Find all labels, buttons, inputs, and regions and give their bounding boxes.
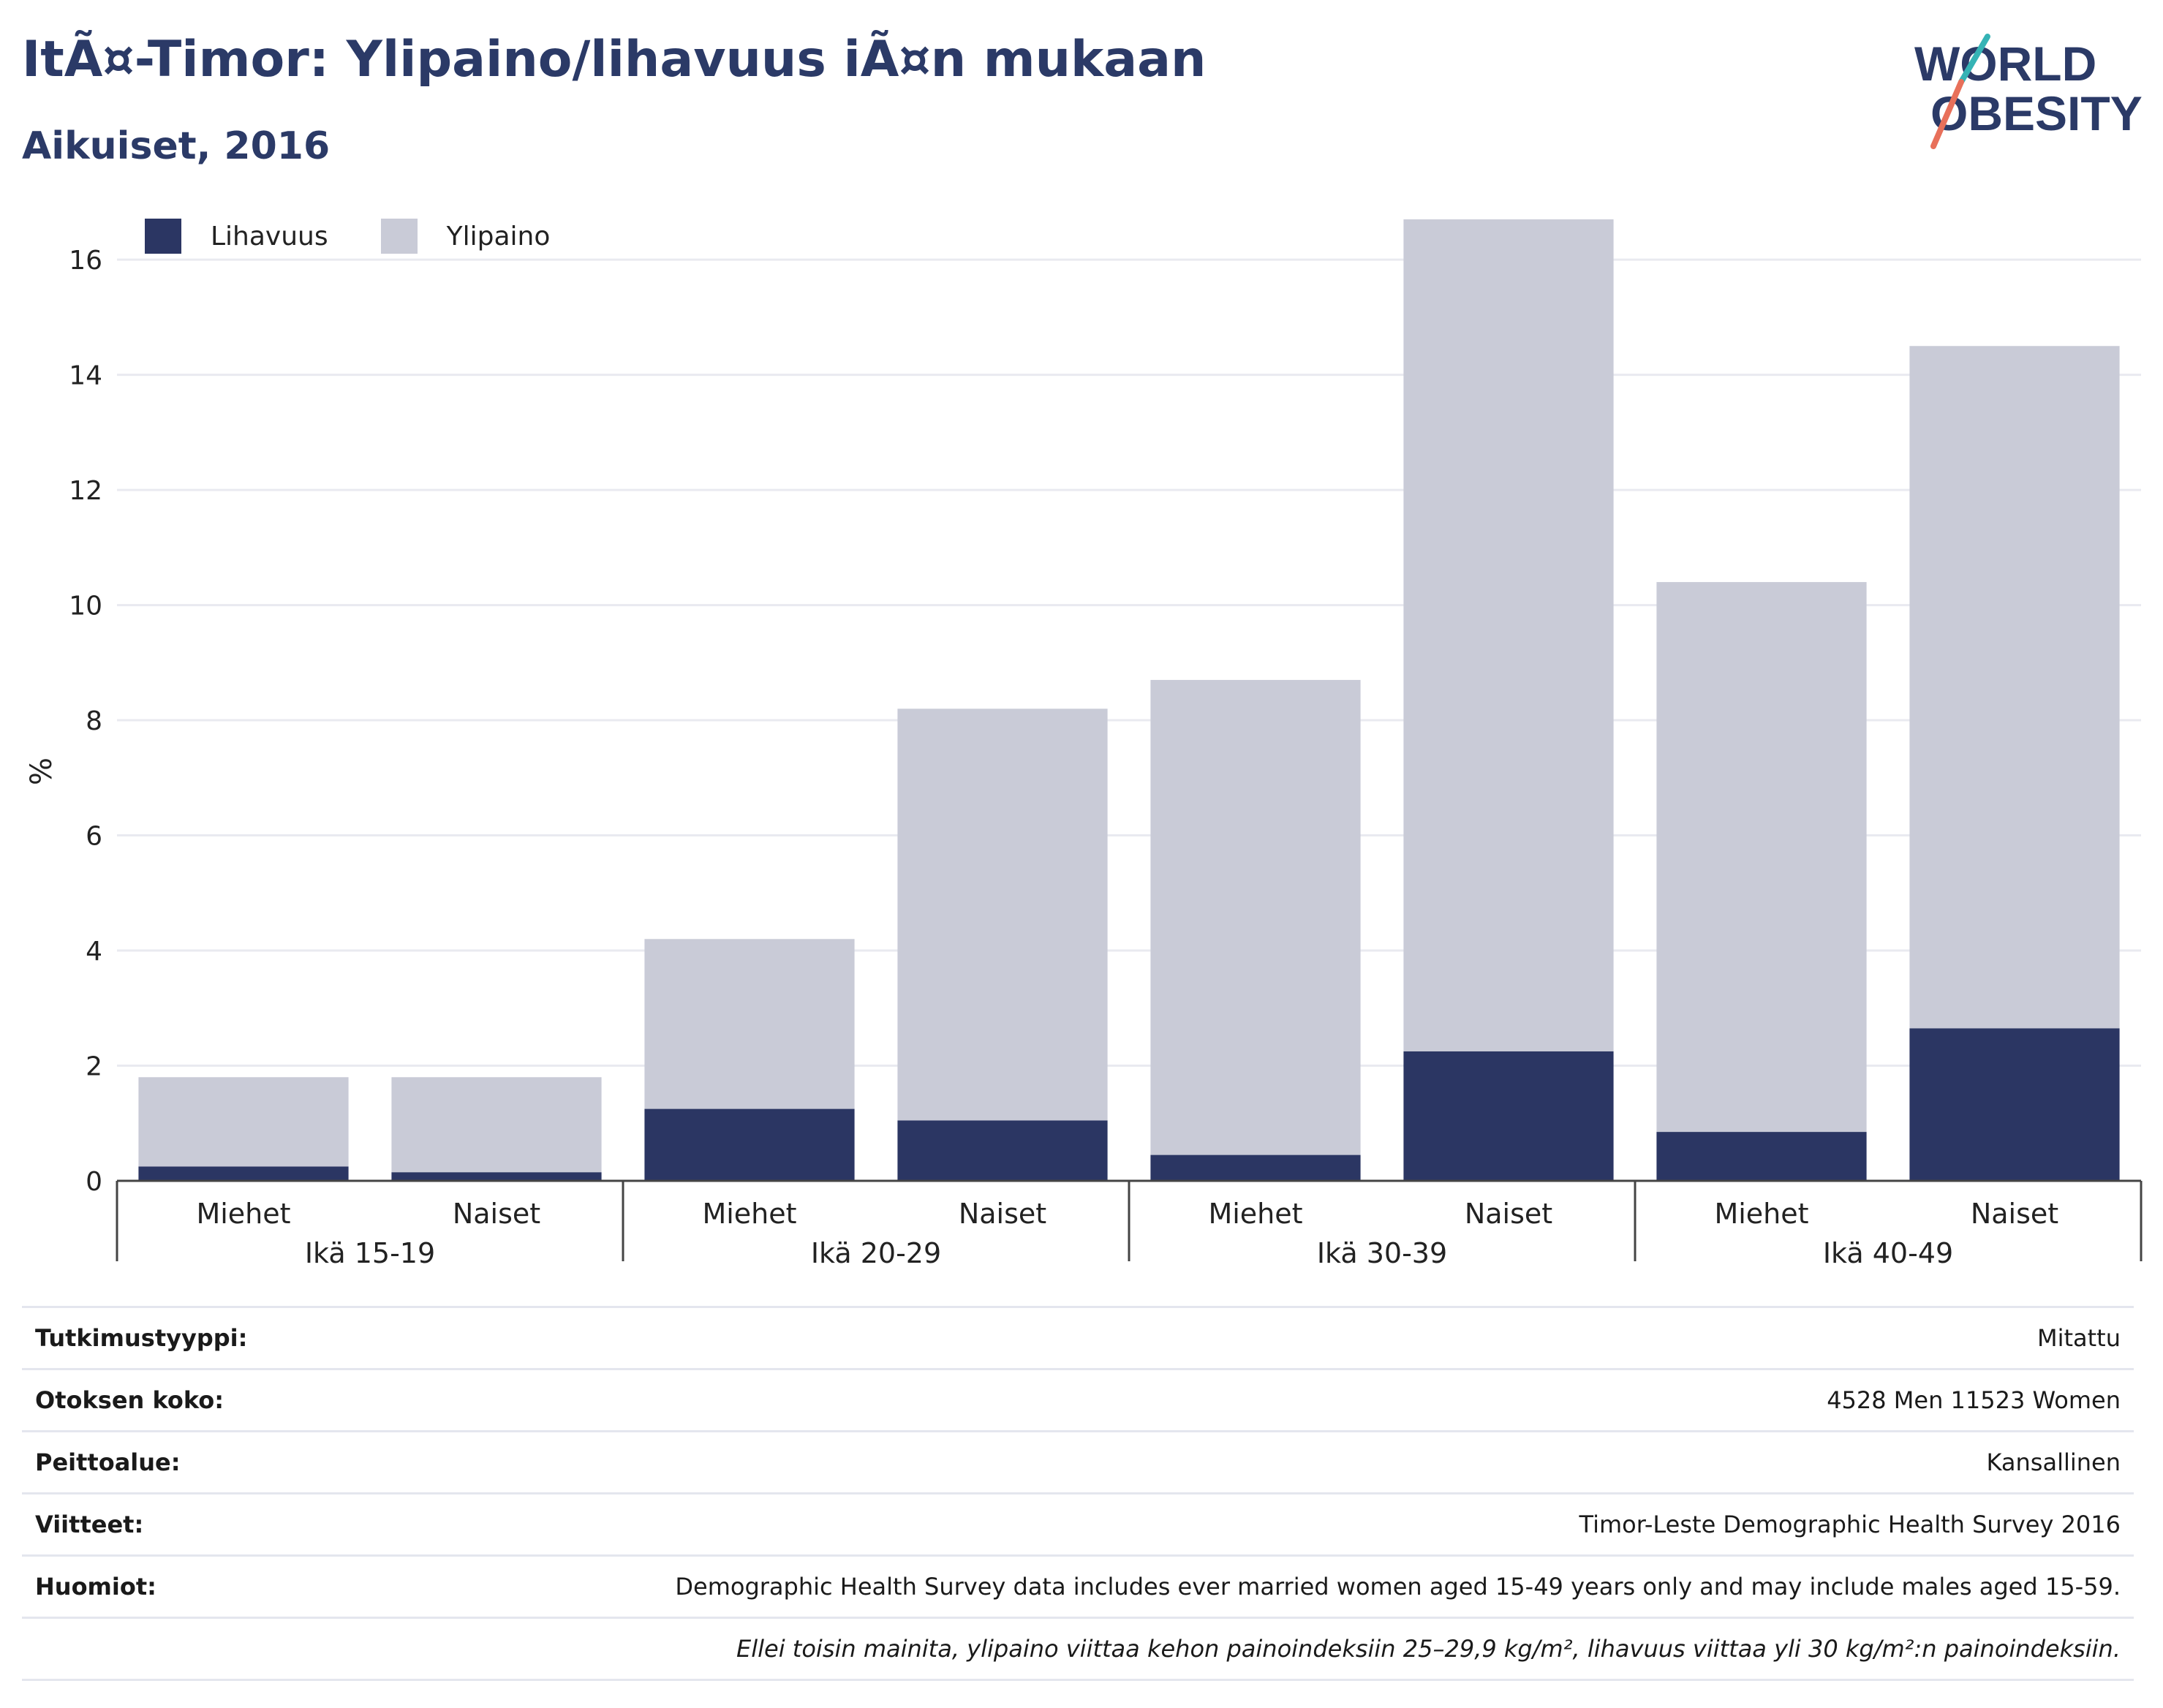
world-obesity-logo: WORLD OBESITY bbox=[1914, 34, 2143, 149]
y-tick-label: 14 bbox=[69, 361, 102, 391]
bar-lihavuus bbox=[644, 1108, 855, 1181]
info-table: Tutkimustyyppi: Mitattu Otoksen koko: 45… bbox=[22, 1306, 2134, 1681]
info-row-references: Viitteet: Timor-Leste Demographic Health… bbox=[22, 1492, 2134, 1554]
bar-ylipaino bbox=[391, 1077, 602, 1173]
info-label: Huomiot: bbox=[35, 1573, 156, 1601]
info-row-notes: Huomiot: Demographic Health Survey data … bbox=[22, 1554, 2134, 1617]
bar-ylipaino bbox=[138, 1077, 349, 1167]
y-tick-label: 2 bbox=[86, 1052, 102, 1082]
bar-ylipaino bbox=[1403, 219, 1614, 1051]
y-tick-label: 16 bbox=[69, 246, 102, 276]
bar-lihavuus bbox=[1656, 1132, 1867, 1181]
chart-subtitle: Aikuiset, 2016 bbox=[22, 124, 331, 168]
x-category-label: Naiset bbox=[1465, 1198, 1552, 1230]
info-row-study-type: Tutkimustyyppi: Mitattu bbox=[22, 1306, 2134, 1368]
legend-swatch-lihavuus bbox=[145, 219, 181, 254]
x-group-label: Ikä 30-39 bbox=[1317, 1237, 1447, 1269]
info-label: Peittoalue: bbox=[35, 1448, 181, 1476]
x-group-label: Ikä 15-19 bbox=[305, 1237, 435, 1269]
info-row-coverage: Peittoalue: Kansallinen bbox=[22, 1430, 2134, 1492]
bar-ylipaino bbox=[1150, 679, 1361, 1155]
legend-swatch-ylipaino bbox=[380, 219, 418, 254]
x-category-label: Miehet bbox=[1714, 1198, 1808, 1230]
bar-lihavuus bbox=[1150, 1155, 1361, 1181]
bar-ylipaino bbox=[897, 708, 1108, 1121]
y-tick-label: 0 bbox=[86, 1167, 102, 1197]
y-tick-label: 12 bbox=[69, 476, 102, 506]
info-row-sample-size: Otoksen koko: 4528 Men 11523 Women bbox=[22, 1368, 2134, 1430]
bar-ylipaino bbox=[644, 939, 855, 1109]
y-axis-label: % bbox=[25, 757, 58, 785]
bar-ylipaino bbox=[1656, 582, 1867, 1133]
info-label: Otoksen koko: bbox=[35, 1386, 224, 1414]
info-value: Timor-Leste Demographic Health Survey 20… bbox=[1579, 1511, 2121, 1538]
x-group-label: Ikä 20-29 bbox=[811, 1237, 941, 1269]
legend-label: Lihavuus bbox=[211, 221, 328, 252]
bar-lihavuus bbox=[391, 1172, 602, 1181]
x-category-label: Miehet bbox=[196, 1198, 290, 1230]
y-tick-label: 8 bbox=[86, 706, 102, 736]
x-group-label: Ikä 40-49 bbox=[1823, 1237, 1953, 1269]
info-label: Tutkimustyyppi: bbox=[35, 1324, 248, 1352]
info-label: Viitteet: bbox=[35, 1511, 144, 1538]
legend-item-lihavuus: Lihavuus bbox=[145, 219, 328, 254]
x-category-label: Naiset bbox=[453, 1198, 540, 1230]
bar-lihavuus bbox=[1909, 1028, 2120, 1181]
chart-legend: Lihavuus Ylipaino bbox=[145, 216, 603, 256]
x-category-label: Miehet bbox=[702, 1198, 796, 1230]
x-category-label: Naiset bbox=[1971, 1198, 2058, 1230]
bar-ylipaino bbox=[1909, 346, 2120, 1029]
info-row-footnote: Ellei toisin mainita, ylipaino viittaa k… bbox=[22, 1617, 2134, 1681]
bar-lihavuus bbox=[897, 1120, 1108, 1181]
logo-line1: WORLD bbox=[1914, 37, 2096, 91]
chart-title: ItÃ¤-Timor: Ylipaino/lihavuus iÃ¤n mukaa… bbox=[22, 31, 1207, 88]
info-value: Demographic Health Survey data includes … bbox=[675, 1573, 2121, 1601]
x-category-label: Naiset bbox=[959, 1198, 1046, 1230]
info-value: Mitattu bbox=[2036, 1324, 2121, 1352]
bar-chart: 0 2 4 6 8 10 12 14 16% Miehet Naiset Miehet Naiset Mi… bbox=[25, 219, 2143, 1269]
info-value: Kansallinen bbox=[1986, 1448, 2121, 1476]
logo-line2: OBESITY bbox=[1930, 86, 2143, 140]
y-tick-label: 6 bbox=[86, 822, 102, 852]
x-category-label: Miehet bbox=[1208, 1198, 1302, 1230]
legend-label: Ylipaino bbox=[446, 221, 551, 252]
footnote: Ellei toisin mainita, ylipaino viittaa k… bbox=[736, 1635, 2121, 1663]
bar-lihavuus bbox=[138, 1166, 349, 1181]
bar-lihavuus bbox=[1403, 1051, 1614, 1181]
info-value: 4528 Men 11523 Women bbox=[1827, 1386, 2121, 1414]
y-tick-label: 4 bbox=[86, 937, 102, 967]
legend-item-ylipaino: Ylipaino bbox=[380, 219, 551, 254]
y-tick-label: 10 bbox=[69, 592, 102, 621]
